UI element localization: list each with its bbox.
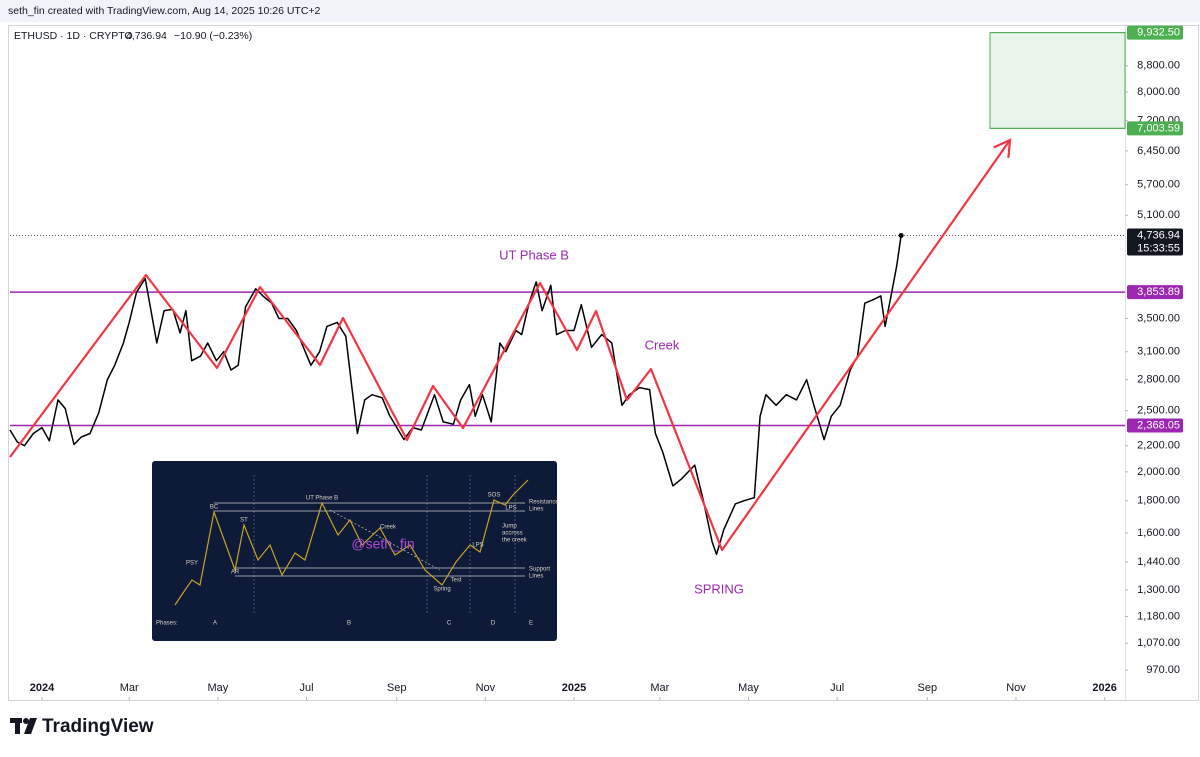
y-tick-label: 1,600.00: [1137, 527, 1180, 539]
x-tick-label: 2026: [1092, 682, 1116, 694]
inset-label: LPS: [472, 543, 483, 549]
last-point: [898, 233, 904, 239]
y-tick-label: 970.00: [1146, 664, 1180, 676]
footer: TradingView: [10, 716, 154, 737]
inset-label: Support: [529, 567, 550, 573]
price-label-bg: [1127, 25, 1183, 40]
watermark: @seth_fin: [351, 536, 414, 552]
x-tick-label: Nov: [1006, 682, 1026, 694]
price-label: 4,736.94: [1137, 229, 1180, 241]
y-tick-label: 1,300.00: [1137, 584, 1180, 596]
inset-label: LPS: [505, 506, 516, 512]
y-tick-label: 8,000.00: [1137, 86, 1180, 98]
arrow-head: [993, 138, 1012, 158]
inset-bg: [152, 461, 557, 641]
y-tick-label: 5,700.00: [1137, 179, 1180, 191]
y-tick-label: 2,000.00: [1137, 466, 1180, 478]
y-tick-label: 3,100.00: [1137, 346, 1180, 358]
brand: TradingView: [42, 716, 154, 737]
x-tick-label: May: [207, 682, 228, 694]
phase-label: B: [347, 621, 351, 627]
y-tick-label: 2,800.00: [1137, 374, 1180, 386]
phase-label: A: [213, 621, 217, 627]
inset-label: Creek: [380, 525, 397, 531]
range-lines: [214, 502, 525, 577]
creek-line: [329, 509, 441, 571]
inset-label: ST: [240, 518, 248, 524]
countdown: 15:33:55: [1137, 242, 1180, 254]
x-tick-label: Jul: [830, 682, 844, 694]
price-label-bg: [1127, 121, 1183, 136]
x-tick-label: Jul: [300, 682, 314, 694]
y-tick-label: 3,500.00: [1137, 312, 1180, 324]
wyckoff-path: [174, 479, 529, 606]
inset-label: PSY: [186, 561, 198, 567]
inset-label: Test: [450, 578, 461, 584]
annotation: Creek: [645, 337, 680, 352]
price-label-bg: [1127, 228, 1183, 256]
price-label: 9,932.50: [1137, 26, 1180, 38]
phases-title: Phases:: [156, 621, 178, 627]
symbol-title: ETHUSD · 1D · CRYPTO: [14, 30, 133, 42]
x-tick-label: May: [738, 682, 759, 694]
price-label-bg: [1127, 418, 1183, 433]
header-bar: [0, 0, 1200, 22]
annotation: UT Phase B: [499, 247, 569, 262]
y-tick-label: 1,440.00: [1137, 556, 1180, 568]
inset-label: AR: [231, 570, 240, 576]
y-tick-label: 1,800.00: [1137, 495, 1180, 507]
x-tick-label: Mar: [650, 682, 669, 694]
x-tick-label: Sep: [918, 682, 938, 694]
y-tick-label: 8,800.00: [1137, 60, 1180, 72]
symbol-change: −10.90 (−0.23%): [174, 30, 252, 42]
phase-label: D: [491, 621, 496, 627]
phase-label: E: [529, 621, 533, 627]
y-tick-label: 1,180.00: [1137, 610, 1180, 622]
logo-part: [24, 718, 37, 734]
inset-label: BC: [210, 505, 219, 511]
x-tick-label: 2024: [30, 682, 55, 694]
logo-part: [15, 718, 20, 734]
jump-label: Jump: [502, 524, 517, 530]
target-zone: [989, 32, 1126, 129]
author-line: seth_fin created with TradingView.com, A…: [8, 5, 321, 17]
annotation: SPRING: [694, 581, 744, 596]
jump-label: the creek: [502, 538, 528, 544]
price-label: 2,368.05: [1137, 419, 1180, 431]
y-tick-label: 1,070.00: [1137, 637, 1180, 649]
price-label: 7,003.59: [1137, 122, 1180, 134]
symbol-price: 4,736.94: [126, 30, 167, 42]
x-tick-label: Nov: [476, 682, 496, 694]
inset-label: SOS: [488, 493, 501, 499]
zigzag-drawing: [9, 139, 1011, 552]
phase-label: C: [447, 621, 452, 627]
inset-label: UT Phase B: [306, 496, 338, 502]
inset-label: Lines: [529, 574, 543, 580]
x-tick-label: Mar: [120, 682, 139, 694]
jump-label: accross: [502, 531, 523, 537]
inset-label: Spring: [433, 587, 450, 593]
drawing: [9, 138, 1012, 552]
inset-label: Lines: [529, 507, 543, 513]
y-tick-label: 6,450.00: [1137, 145, 1180, 157]
price-label: 3,853.89: [1137, 286, 1180, 298]
y-tick-label: 2,200.00: [1137, 440, 1180, 452]
x-tick-label: Sep: [387, 682, 407, 694]
logo-part: [23, 718, 29, 724]
price-line: [9, 235, 902, 556]
price-label-bg: [1127, 285, 1183, 300]
x-tick-label: 2025: [562, 682, 586, 694]
y-tick-label: 2,500.00: [1137, 405, 1180, 417]
y-tick-label: 5,100.00: [1137, 209, 1180, 221]
inset-image: @seth_fin PSY BC ST AR UT Phase B Creek …: [152, 461, 559, 641]
inset-label: Resistance: [529, 500, 559, 506]
plot-area: 8,800.008,000.007,200.006,450.005,700.00…: [9, 25, 1183, 700]
